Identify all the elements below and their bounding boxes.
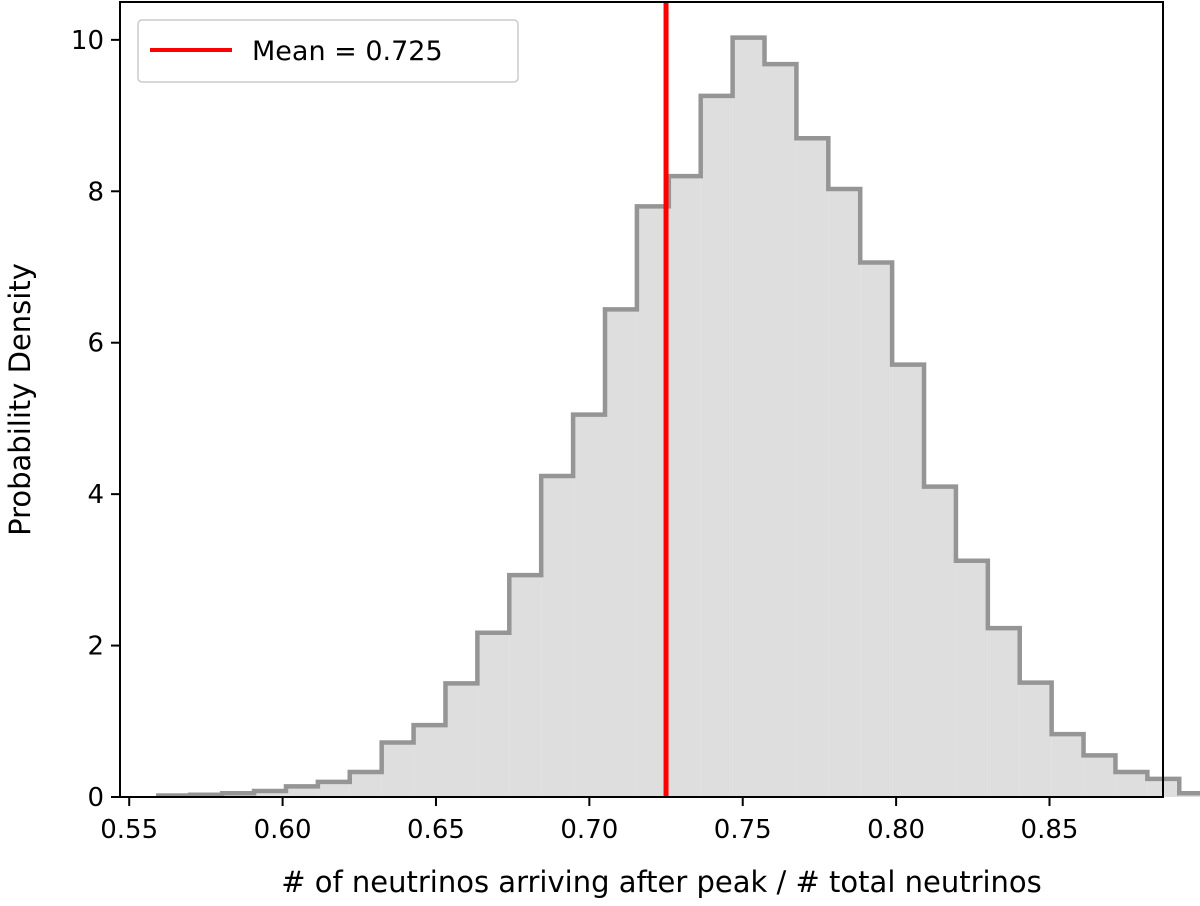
histogram-bar [1083,755,1116,797]
histogram-bar [541,475,574,797]
histogram-bar [445,683,478,797]
histogram-bar [604,309,637,797]
histogram-bar [892,364,925,797]
x-tick-label: 0.60 [254,815,312,845]
x-tick-label: 0.80 [867,815,925,845]
histogram-bar [796,138,829,798]
histogram-bar [413,725,446,797]
histogram-bar [285,786,318,797]
x-tick-label: 0.55 [100,815,158,845]
legend-label-mean: Mean = 0.725 [252,36,443,67]
y-tick-label: 4 [87,480,104,510]
histogram-bar [317,781,350,797]
histogram-bar [860,262,893,797]
histogram-bar [254,790,286,797]
histogram-bar [636,206,669,797]
histogram-bar [509,575,542,797]
histogram-bar [1019,682,1052,797]
histogram-bar [668,176,701,798]
histogram-bar [764,64,797,798]
histogram-bar [573,414,605,797]
histogram-bar [924,486,956,797]
legend: Mean = 0.725 [137,19,519,83]
x-axis-title: # of neutrinos arriving after peak / # t… [281,865,1042,899]
histogram-bar [700,95,733,797]
histogram-layer [156,35,1200,798]
x-tick-label: 0.75 [714,815,772,845]
x-tick-label: 0.85 [1021,815,1079,845]
histogram-bar [828,189,861,797]
histogram-bar [955,560,988,797]
histogram-bar [477,632,510,797]
histogram-bar [1051,734,1084,797]
y-tick-label: 8 [87,177,104,207]
histogram-bar [1115,772,1148,797]
y-axis-title: Probability Density [3,263,37,536]
histogram-outline [156,35,1200,798]
histogram-bar [349,772,382,797]
y-tick-label: 2 [87,632,104,662]
y-tick-label: 6 [87,329,104,359]
y-axis-ticks: 0 2 4 6 8 10 [71,26,120,813]
x-axis-ticks: 0.55 0.60 0.65 0.70 0.75 0.80 0.85 [100,797,1078,845]
histogram-bar [987,628,1020,797]
plot-frame [119,1,1164,798]
y-tick-label: 10 [71,26,104,56]
x-tick-label: 0.70 [560,815,618,845]
histogram-bar [381,742,414,797]
y-tick-label: 0 [87,783,104,813]
legend-box [137,19,519,83]
histogram-bar [732,37,765,798]
x-tick-label: 0.65 [407,815,465,845]
